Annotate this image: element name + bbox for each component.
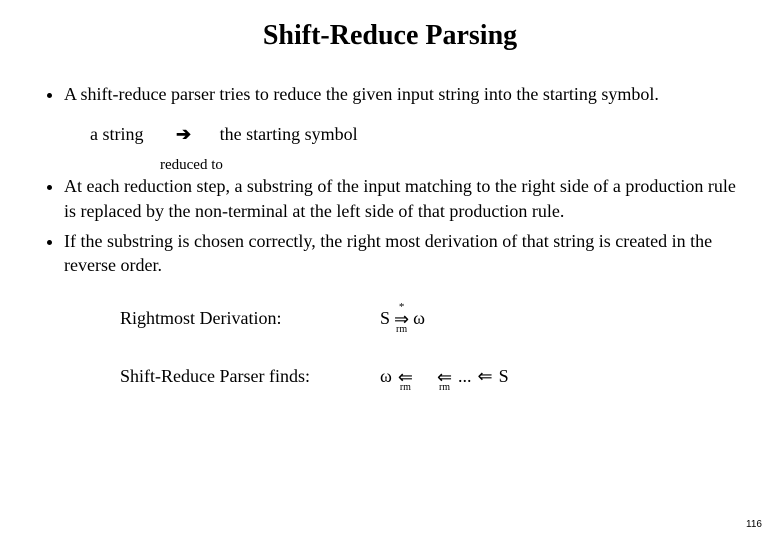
- rightmost-derivation-label: Rightmost Derivation:: [120, 308, 380, 329]
- slide: Shift-Reduce Parsing A shift-reduce pars…: [0, 0, 780, 540]
- bullet-item-3: If the substring is chosen correctly, th…: [64, 229, 740, 278]
- rm-subscript-1: rm: [400, 384, 411, 392]
- rm-subscript-2: rm: [439, 384, 450, 392]
- symbol-omega: ω: [413, 308, 425, 329]
- symbol-S: S: [380, 308, 390, 329]
- double-arrow-left-icon-3: ⇐: [478, 366, 493, 387]
- slide-title: Shift-Reduce Parsing: [40, 20, 740, 52]
- reduces-rm-2: ⇐ rm: [437, 362, 452, 392]
- a-string-text: a string: [90, 124, 144, 145]
- shift-reduce-label: Shift-Reduce Parser finds:: [120, 366, 380, 387]
- dots: ...: [458, 366, 472, 387]
- arrow-right-icon: ➔: [176, 124, 191, 145]
- starting-symbol-text: the starting symbol: [220, 124, 358, 145]
- symbol-S-2: S: [499, 366, 509, 387]
- bullet-item-2: At each reduction step, a substring of t…: [64, 174, 740, 223]
- shift-reduce-row: Shift-Reduce Parser finds: ω ⇐ rm ⇐ rm .…: [120, 362, 740, 392]
- rightmost-derivation-expr: S * ⇒ rm ω: [380, 303, 425, 333]
- bullet-list-2: At each reduction step, a substring of t…: [40, 174, 740, 277]
- bullet-item-1: A shift-reduce parser tries to reduce th…: [64, 82, 740, 106]
- reduced-to-label: reduced to: [160, 157, 740, 174]
- rightmost-derivation-row: Rightmost Derivation: S * ⇒ rm ω: [120, 303, 740, 333]
- bullet-list-1: A shift-reduce parser tries to reduce th…: [40, 82, 740, 106]
- derivation-block: Rightmost Derivation: S * ⇒ rm ω Shift-R…: [120, 303, 740, 391]
- shift-reduce-expr: ω ⇐ rm ⇐ rm ... ⇐ S: [380, 362, 509, 392]
- symbol-omega-2: ω: [380, 366, 392, 387]
- rm-subscript: rm: [396, 326, 407, 334]
- reduces-rm-1: ⇐ rm: [398, 362, 413, 392]
- page-number: 116: [746, 519, 762, 530]
- derives-star-rm: * ⇒ rm: [394, 303, 409, 333]
- reduction-line: a string ➔ the starting symbol: [90, 124, 740, 145]
